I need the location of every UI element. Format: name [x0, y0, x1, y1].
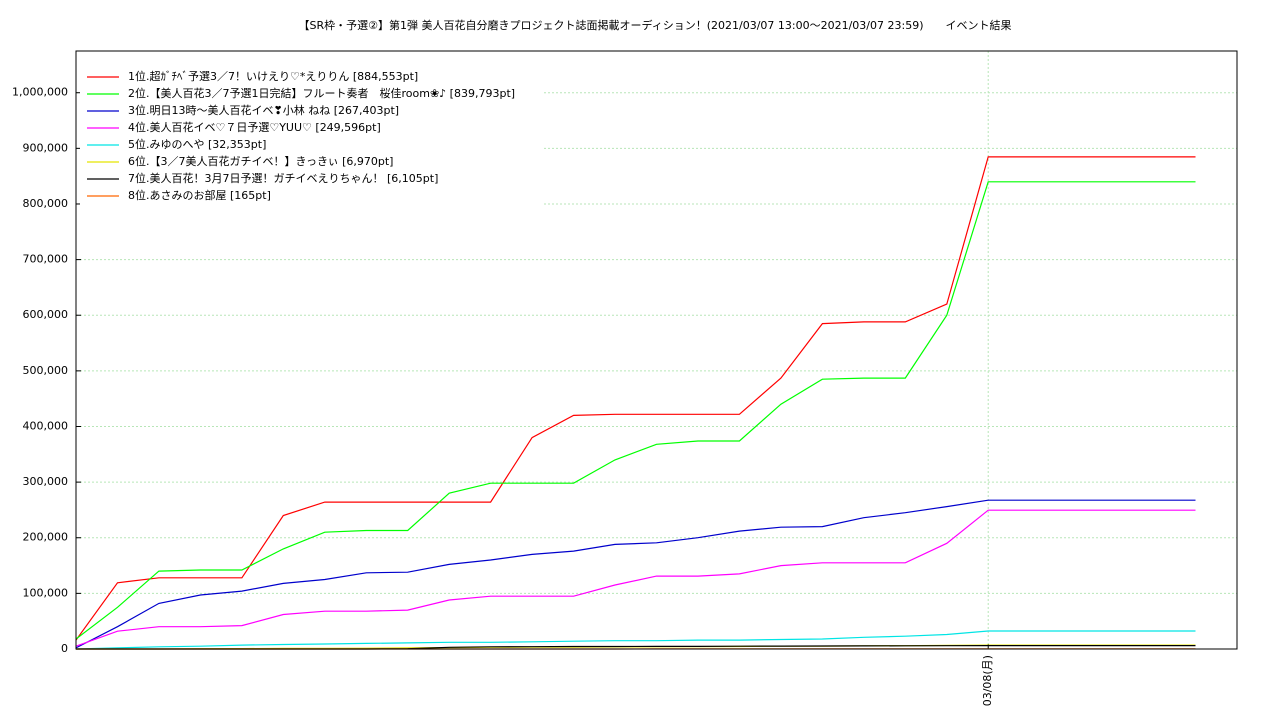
- series-line: [75, 630, 1196, 650]
- series-line: [75, 156, 1196, 641]
- y-tick-label: 0: [61, 642, 68, 655]
- y-tick-label: 100,000: [23, 586, 69, 599]
- legend-label: 1位.超ｶﾞﾁﾍﾞ予選3／7！いけえり♡*えりりん [884,553pt]: [128, 69, 418, 83]
- y-tick-label: 1,000,000: [12, 86, 68, 99]
- legend-label: 8位.あさみのお部屋 [165pt]: [128, 188, 271, 202]
- series-line: [75, 181, 1196, 640]
- legend-label: 7位.美人百花！3月7日予選！ガチイベえりちゃん！ [6,105pt]: [128, 171, 438, 185]
- y-tick-label: 500,000: [23, 364, 69, 377]
- y-tick-label: 800,000: [23, 197, 69, 210]
- y-tick-label: 300,000: [23, 475, 69, 488]
- series-line: [75, 499, 1196, 649]
- plot-frame: [75, 50, 1238, 650]
- legend-box: [80, 64, 544, 206]
- y-tick-label: 400,000: [23, 419, 69, 432]
- legend-label: 3位.明日13時～美人百花イベ❣小林 ねね [267,403pt]: [128, 103, 399, 117]
- chart-title: 【SR枠・予選②】第1弾 美人百花自分磨きプロジェクト誌面掲載オーディション！(…: [299, 18, 1012, 32]
- legend-label: 4位.美人百花イベ♡７日予選♡YUU♡ [249,596pt]: [128, 120, 381, 134]
- x-tick-label: 03/08(月): [981, 655, 994, 706]
- y-tick-label: 900,000: [23, 141, 69, 154]
- series-line: [75, 509, 1196, 647]
- legend-label: 2位.【美人百花3／7予選1日完結】フルート奏者 桜佳room❀♪ [839,7…: [128, 86, 515, 100]
- legend-label: 5位.みゆのへや [32,353pt]: [128, 137, 266, 151]
- y-tick-label: 200,000: [23, 531, 69, 544]
- y-tick-label: 600,000: [23, 308, 69, 321]
- y-tick-label: 700,000: [23, 253, 69, 266]
- legend-label: 6位.【3／7美人百花ガチイベ！】きっきぃ [6,970pt]: [128, 154, 393, 168]
